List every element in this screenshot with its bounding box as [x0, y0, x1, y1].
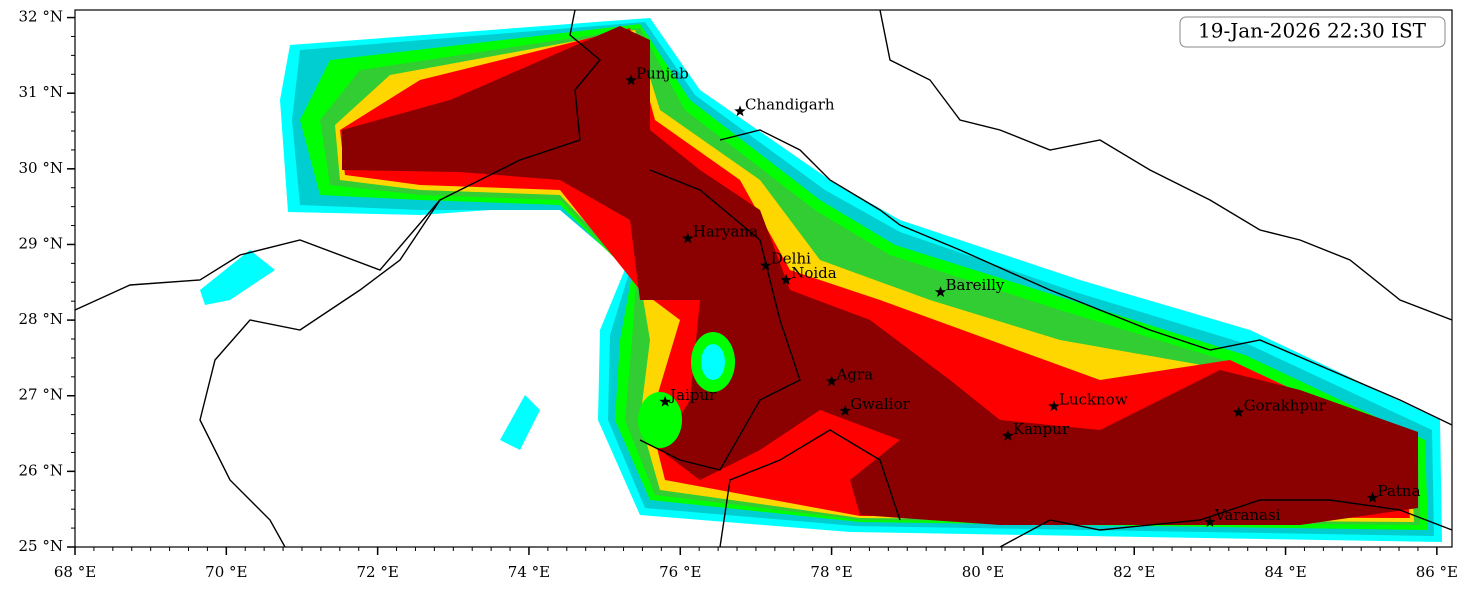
x-tick-label: 74 °E [508, 563, 550, 581]
borders [75, 10, 1452, 547]
fog-field [200, 18, 1442, 542]
city-label: Varanasi [1214, 506, 1281, 524]
city-label: Agra [836, 365, 874, 383]
y-tick-label: 25 °N [19, 537, 63, 555]
title-box [1179, 16, 1446, 48]
city-label: Jaipur [668, 386, 717, 404]
city-marker [825, 375, 838, 387]
y-tick-label: 31 °N [19, 83, 63, 101]
city-label: Lucknow [1059, 390, 1128, 408]
city-label: Punjab [636, 64, 689, 82]
x-tick-label: 72 °E [356, 563, 398, 581]
city-marker [780, 274, 792, 285]
city-label: Bareilly [946, 276, 1005, 294]
x-tick-label: 82 °E [1113, 563, 1155, 581]
city-label: Delhi [771, 250, 811, 268]
frame [74, 9, 1453, 548]
city-marker [1048, 400, 1060, 412]
x-tick-label: 86 °E [1416, 563, 1458, 581]
x-tick-label: 68 °E [54, 563, 96, 581]
x-tick-label: 70 °E [205, 563, 247, 581]
city-marker [1002, 429, 1014, 441]
city-marker [839, 404, 851, 416]
title: 19-Jan-2026 22:30 IST [1198, 19, 1427, 43]
city-label: Patna [1378, 482, 1421, 500]
x-tick-label: 84 °E [1264, 563, 1306, 581]
city-marker [1232, 406, 1245, 418]
city-marker [734, 105, 746, 117]
city-marker [1366, 491, 1379, 503]
x-tick-label: 78 °E [810, 563, 852, 581]
city-label: Haryana [693, 222, 758, 240]
city-marker [625, 74, 637, 86]
y-tick-label: 30 °N [19, 159, 63, 177]
x-tick-label: 76 °E [659, 563, 701, 581]
city-label: Noida [791, 264, 837, 282]
y-tick-label: 27 °N [19, 386, 63, 404]
city-marker [1204, 516, 1216, 527]
city-label: Gwalior [850, 395, 910, 413]
y-tick-label: 26 °N [19, 461, 63, 479]
city-marker [682, 232, 694, 244]
city-marker [659, 395, 671, 407]
city-marker [760, 259, 772, 271]
y-tick-label: 28 °N [19, 310, 63, 328]
city-label: Gorakhpur [1244, 396, 1327, 414]
y-tick-label: 29 °N [19, 234, 63, 252]
city-marker [934, 286, 947, 297]
city-label: Kanpur [1013, 420, 1070, 438]
x-tick-label: 80 °E [962, 563, 1004, 581]
city-label: Chandigarh [745, 95, 835, 113]
y-tick-label: 32 °N [19, 8, 63, 26]
